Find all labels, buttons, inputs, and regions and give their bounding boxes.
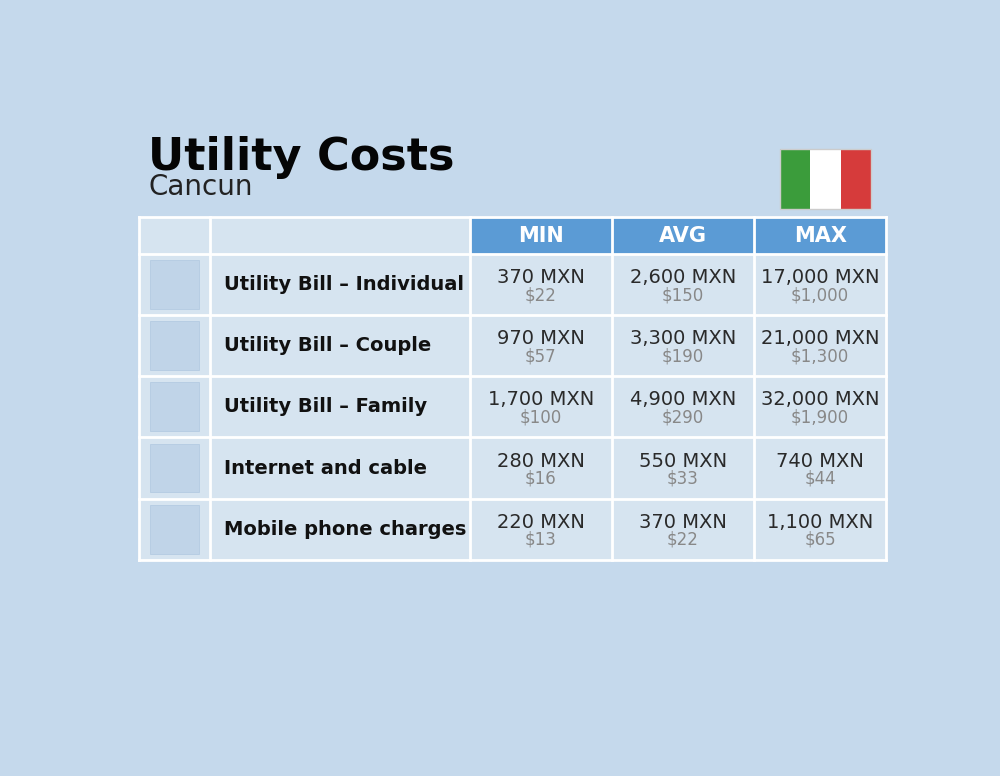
Text: Utility Bill – Individual: Utility Bill – Individual [224, 275, 464, 294]
Text: 4,900 MXN: 4,900 MXN [630, 390, 736, 410]
Text: 550 MXN: 550 MXN [639, 452, 727, 470]
Text: Cancun: Cancun [148, 173, 253, 201]
Text: 1,100 MXN: 1,100 MXN [767, 513, 873, 532]
Text: $100: $100 [520, 409, 562, 427]
FancyBboxPatch shape [150, 260, 199, 309]
Text: $290: $290 [662, 409, 704, 427]
Text: 2,600 MXN: 2,600 MXN [630, 268, 736, 287]
Text: 3,300 MXN: 3,300 MXN [630, 329, 736, 348]
FancyBboxPatch shape [139, 376, 886, 438]
Text: MIN: MIN [518, 226, 564, 245]
Text: $44: $44 [804, 469, 836, 488]
Text: 370 MXN: 370 MXN [639, 513, 727, 532]
Text: $1,000: $1,000 [791, 286, 849, 304]
FancyBboxPatch shape [139, 217, 470, 254]
Text: $65: $65 [804, 531, 836, 549]
Text: $150: $150 [662, 286, 704, 304]
FancyBboxPatch shape [139, 438, 886, 499]
Text: $22: $22 [667, 531, 699, 549]
Text: $1,300: $1,300 [791, 348, 849, 365]
Text: $33: $33 [667, 469, 699, 488]
Text: Mobile phone charges: Mobile phone charges [224, 520, 467, 539]
Text: 220 MXN: 220 MXN [497, 513, 585, 532]
FancyBboxPatch shape [810, 149, 841, 210]
Text: 32,000 MXN: 32,000 MXN [761, 390, 879, 410]
Text: $13: $13 [525, 531, 557, 549]
Text: Utility Bill – Family: Utility Bill – Family [224, 397, 427, 417]
FancyBboxPatch shape [470, 217, 612, 254]
Text: Utility Costs: Utility Costs [148, 137, 455, 179]
Text: 1,700 MXN: 1,700 MXN [488, 390, 594, 410]
Text: AVG: AVG [659, 226, 707, 245]
Text: 21,000 MXN: 21,000 MXN [761, 329, 879, 348]
FancyBboxPatch shape [150, 504, 199, 553]
Text: $190: $190 [662, 348, 704, 365]
FancyBboxPatch shape [612, 217, 754, 254]
FancyBboxPatch shape [139, 315, 886, 376]
FancyBboxPatch shape [754, 217, 886, 254]
Text: $57: $57 [525, 348, 557, 365]
Text: $16: $16 [525, 469, 557, 488]
FancyBboxPatch shape [780, 149, 810, 210]
FancyBboxPatch shape [139, 499, 886, 559]
Text: MAX: MAX [794, 226, 847, 245]
Text: $1,900: $1,900 [791, 409, 849, 427]
FancyBboxPatch shape [139, 254, 886, 315]
Text: 280 MXN: 280 MXN [497, 452, 585, 470]
Text: 370 MXN: 370 MXN [497, 268, 585, 287]
FancyBboxPatch shape [841, 149, 871, 210]
FancyBboxPatch shape [150, 444, 199, 493]
Text: $22: $22 [525, 286, 557, 304]
Text: Internet and cable: Internet and cable [224, 459, 427, 477]
Text: 740 MXN: 740 MXN [776, 452, 864, 470]
Text: 970 MXN: 970 MXN [497, 329, 585, 348]
Text: 17,000 MXN: 17,000 MXN [761, 268, 879, 287]
FancyBboxPatch shape [150, 383, 199, 431]
Text: Utility Bill – Couple: Utility Bill – Couple [224, 336, 431, 355]
FancyBboxPatch shape [150, 321, 199, 370]
